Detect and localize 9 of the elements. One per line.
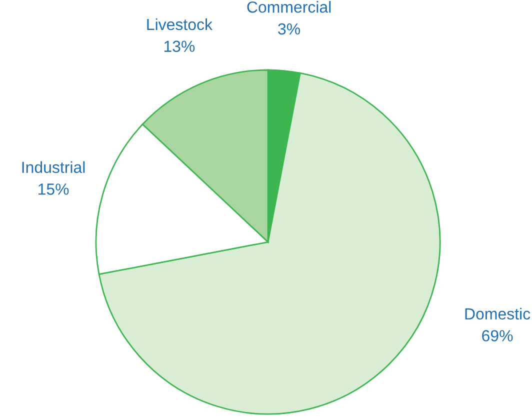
data-label: 13% (164, 40, 195, 52)
slice-label: Livestock (147, 18, 213, 30)
slice-label: Industrial (22, 161, 85, 173)
pie-slice (98, 72, 441, 415)
data-label: 69% (482, 330, 513, 342)
data-label: 15% (38, 184, 69, 195)
slice-label: Commercial (247, 1, 331, 13)
slice-label: Domestic (465, 308, 530, 320)
data-label: 3% (278, 23, 300, 35)
